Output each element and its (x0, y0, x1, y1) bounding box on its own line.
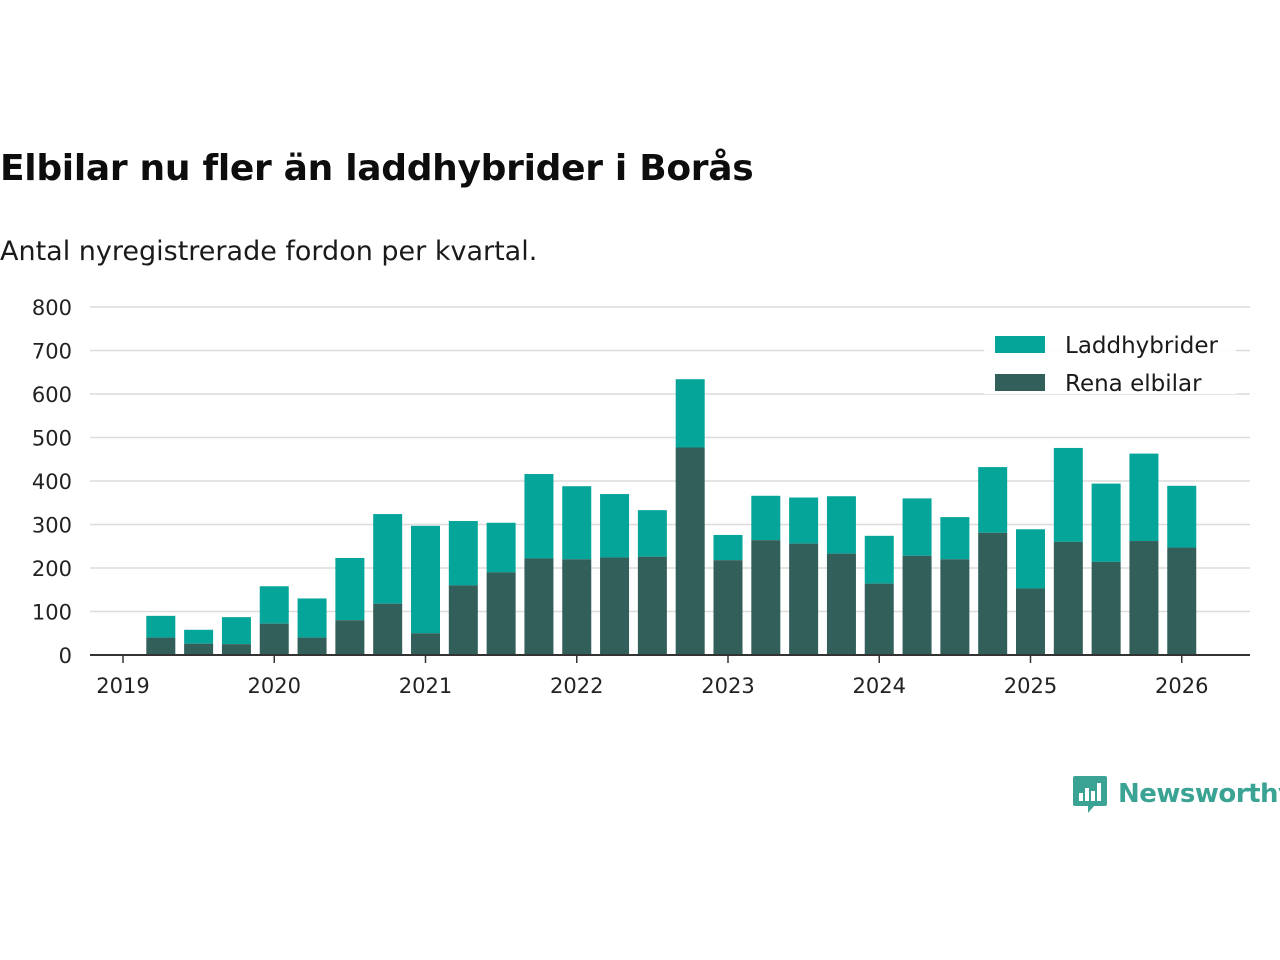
bar-rena-elbilar (221, 644, 251, 655)
bar-laddhybrider (146, 615, 176, 638)
y-tick-label: 500 (32, 427, 72, 451)
x-axis-ticks: 2019 2020 2021 2022 2023 2024 2025 2026 (96, 655, 1208, 698)
bar-laddhybrider (562, 486, 592, 560)
bar-laddhybrider (600, 494, 630, 558)
bar-laddhybrider (448, 521, 478, 586)
bar-laddhybrider (978, 467, 1008, 533)
bar-rena-elbilar (146, 637, 176, 655)
bar-rena-elbilar (1167, 547, 1197, 655)
x-tick-label: 2024 (853, 674, 906, 698)
y-tick-label: 0 (59, 644, 72, 668)
bar-laddhybrider (826, 496, 856, 554)
bar-rena-elbilar (524, 558, 554, 655)
bar-laddhybrider (940, 517, 970, 560)
bar-laddhybrider (1129, 453, 1159, 542)
bar-rena-elbilar (978, 532, 1008, 655)
bar-laddhybrider (637, 510, 667, 557)
bar-rena-elbilar (373, 603, 403, 655)
bar-rena-elbilar (637, 556, 667, 655)
bar-rena-elbilar (1091, 561, 1121, 655)
bar-laddhybrider (675, 379, 705, 448)
bar-rena-elbilar (335, 620, 365, 655)
chart-subtitle: Antal nyregistrerade fordon per kvartal. (0, 236, 538, 267)
legend-swatch-rena-elbilar (995, 374, 1045, 391)
bar-laddhybrider (1053, 447, 1083, 542)
newsworthy-logo: Newsworthy (1072, 774, 1280, 814)
bar-rena-elbilar (902, 555, 932, 655)
x-tick-label: 2023 (701, 674, 754, 698)
x-tick-label: 2020 (248, 674, 301, 698)
bar-rena-elbilar (789, 543, 819, 655)
bar-rena-elbilar (562, 559, 592, 655)
bar-laddhybrider (486, 522, 516, 573)
bar-rena-elbilar (1129, 541, 1159, 655)
bar-rena-elbilar (1016, 588, 1045, 655)
y-tick-label: 600 (32, 383, 72, 407)
newsworthy-brand-name: Newsworthy (1118, 779, 1280, 809)
bar-rena-elbilar (675, 447, 705, 655)
bar-laddhybrider (1091, 483, 1121, 562)
bar-rena-elbilar (184, 643, 214, 655)
bar-laddhybrider (1016, 529, 1045, 589)
bar-laddhybrider (297, 598, 327, 638)
bar-rena-elbilar (751, 540, 781, 655)
y-tick-label: 800 (32, 296, 72, 320)
y-tick-label: 200 (32, 557, 72, 581)
newsworthy-logo-icon (1073, 776, 1107, 813)
bar-rena-elbilar (826, 553, 856, 655)
legend-swatch-laddhybrider (995, 336, 1045, 353)
bar-laddhybrider (789, 497, 819, 544)
bar-laddhybrider (751, 495, 781, 541)
bar-laddhybrider (259, 586, 289, 624)
bar-rena-elbilar (411, 633, 440, 655)
bar-rena-elbilar (448, 585, 478, 655)
bar-rena-elbilar (940, 559, 970, 655)
chart-title: Elbilar nu fler än laddhybrider i Borås (0, 148, 754, 189)
bar-rena-elbilar (713, 560, 743, 655)
bar-rena-elbilar (486, 572, 516, 655)
y-tick-label: 700 (32, 340, 72, 364)
x-tick-label: 2026 (1155, 674, 1208, 698)
y-tick-label: 300 (32, 514, 72, 538)
bar-rena-elbilar (297, 637, 327, 655)
bar-laddhybrider (221, 617, 251, 645)
x-tick-label: 2019 (96, 674, 149, 698)
legend-label-rena-elbilar: Rena elbilar (1065, 371, 1202, 397)
bar-laddhybrider (1167, 485, 1197, 548)
y-axis-labels: 0 100 200 300 400 500 600 700 800 (32, 296, 72, 668)
x-tick-label: 2025 (1004, 674, 1057, 698)
bar-laddhybrider (411, 525, 440, 634)
x-tick-label: 2021 (399, 674, 452, 698)
bar-laddhybrider (864, 535, 894, 584)
bar-laddhybrider (902, 498, 932, 556)
y-tick-label: 100 (32, 601, 72, 625)
bar-laddhybrider (335, 557, 365, 621)
bar-laddhybrider (184, 629, 214, 644)
legend: Laddhybrider Rena elbilar (984, 322, 1236, 397)
bars (146, 379, 1197, 655)
bar-rena-elbilar (864, 583, 894, 655)
bar-rena-elbilar (600, 557, 630, 655)
y-tick-label: 400 (32, 470, 72, 494)
bar-laddhybrider (713, 534, 743, 561)
bar-rena-elbilar (1053, 541, 1083, 655)
bar-laddhybrider (373, 514, 403, 604)
bar-rena-elbilar (259, 623, 289, 655)
legend-label-laddhybrider: Laddhybrider (1065, 333, 1218, 359)
bar-laddhybrider (524, 474, 554, 559)
x-tick-label: 2022 (550, 674, 603, 698)
